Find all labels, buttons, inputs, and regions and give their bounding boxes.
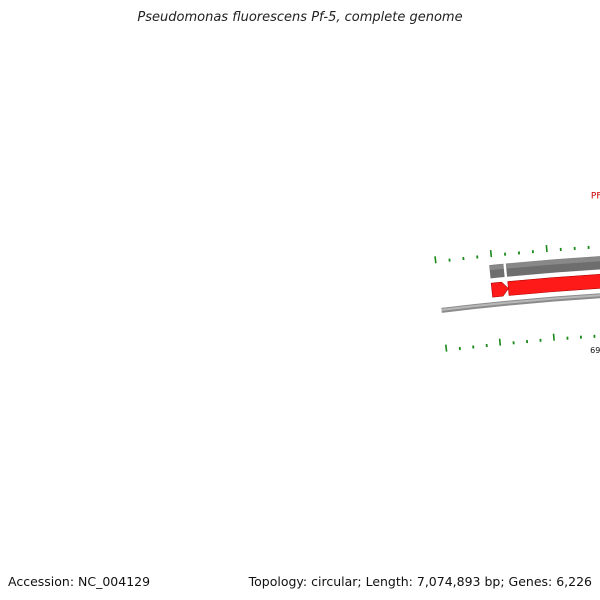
gene-label: PFL_6089 — [591, 191, 600, 201]
scale-label: 6916 kbp — [590, 346, 600, 355]
page-title: Pseudomonas fluorescens Pf-5, complete g… — [137, 10, 463, 25]
gene-labels: PFL_6089PFL_6090PFL_6091PFL_6092clpBPFL_… — [591, 191, 600, 201]
feature-shine — [489, 263, 504, 271]
lower-tick — [444, 344, 448, 352]
upper-tick — [489, 250, 493, 258]
accession-text: Accession: NC_004129 — [8, 574, 151, 589]
forward-gene — [507, 274, 600, 296]
genome-backbone — [441, 293, 600, 313]
gray-feature — [505, 256, 600, 277]
forward-gene — [490, 281, 509, 298]
upper-tick — [545, 244, 548, 253]
backbone-highlight — [441, 294, 600, 311]
scale-labels: 6916 kbp6918 kbp6920 kbp6922 kbp6924 kbp… — [590, 346, 600, 355]
genome-summary-text: Topology: circular; Length: 7,074,893 bp… — [248, 574, 592, 589]
upper-tick — [434, 256, 437, 264]
lower-tick — [552, 333, 555, 341]
feature-shine — [505, 256, 600, 269]
gray-feature — [489, 263, 505, 279]
lower-tick — [498, 338, 502, 346]
forward-gene-track — [490, 274, 600, 298]
feature-track — [489, 256, 600, 279]
upper-tick-marks — [434, 244, 590, 264]
lower-tick-marks — [444, 333, 596, 352]
